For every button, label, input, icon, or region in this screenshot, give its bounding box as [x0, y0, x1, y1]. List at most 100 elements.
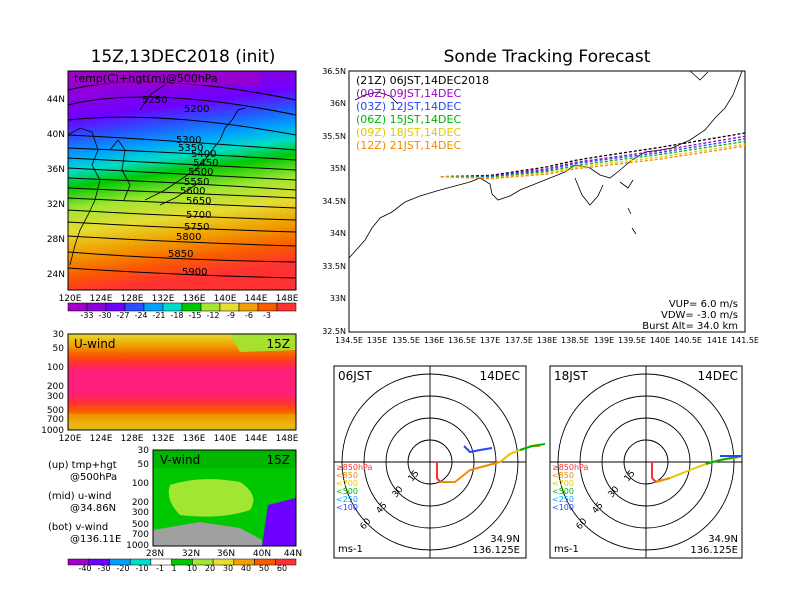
level-entry: ≥850hPa: [336, 463, 373, 472]
lat-tick: 35.5N: [322, 132, 346, 141]
p-tick: 700: [47, 415, 64, 425]
hodo-level-legend: ≥850hPa <850 <700 <500 <250 <100: [336, 463, 373, 512]
param-line: Burst Alt= 34.0 km: [642, 321, 738, 332]
lon-tick: 136E: [424, 336, 444, 345]
colorbar-label: -1: [156, 564, 164, 573]
hodo-lat: 34.9N: [490, 534, 520, 545]
map-title: 15Z,13DEC2018 (init): [91, 47, 276, 67]
note-line: (bot) v-wind: [48, 522, 108, 533]
level-entry: <500: [336, 487, 358, 496]
lat-tick: 32N: [47, 200, 65, 210]
colorbar-label: -40: [78, 564, 91, 573]
panel-legend-notes: (up) tmp+hgt @500hPa (mid) u-wind @34.86…: [48, 460, 121, 545]
lon-tick: 136.5E: [448, 336, 476, 345]
lon-tick: 140E: [214, 294, 237, 304]
colorbar-label: -3: [263, 311, 271, 320]
v-wind-time: 15Z: [267, 453, 291, 467]
hodo-time: 06JST: [338, 369, 372, 383]
tracking-title: Sonde Tracking Forecast: [444, 47, 651, 67]
hodo-lon: 136.125E: [472, 545, 520, 556]
colorbar-swatch: [257, 302, 278, 312]
lat-tick: 28N: [47, 235, 65, 245]
hodo-lat: 34.9N: [708, 534, 738, 545]
map-frame: [67, 70, 297, 291]
lat-tick: 32.5N: [322, 327, 346, 336]
p-tick: 200: [132, 498, 149, 508]
contour-label: 5800: [176, 232, 201, 243]
param-line: VUP= 6.0 m/s: [669, 299, 738, 310]
contour-label: 5200: [184, 104, 209, 115]
colorbar-swatch: [124, 302, 145, 312]
lon-tick: 138.5E: [561, 336, 589, 345]
lon-tick: 144E: [245, 434, 268, 444]
lat-tick: 34.5N: [322, 197, 346, 206]
colorbar-label: 40: [241, 564, 251, 573]
track-line: [440, 138, 746, 178]
lon-tick: 138E: [537, 336, 557, 345]
legend-entry: (21Z) 06JST,14DEC2018: [356, 74, 489, 87]
colorbar-label: -18: [170, 311, 183, 320]
tracking-lat-ticks: 36.5N 36N 35.5N 35N 34.5N 34N 33.5N 33N …: [322, 67, 346, 336]
p-tick: 100: [132, 479, 149, 489]
colorbar-label: 1: [171, 564, 176, 573]
v-p-ticks: 30 50 100 200 300 500 700 1000: [126, 446, 149, 551]
level-entry: <100: [336, 503, 358, 512]
p-tick: 300: [47, 392, 64, 402]
lon-tick: 139E: [594, 336, 614, 345]
lon-tick: 140.5E: [674, 336, 702, 345]
level-entry: <700: [552, 479, 574, 488]
map-field-label: temp(C)+hgt(m)@500hPa: [74, 72, 218, 85]
lon-tick: 136E: [183, 434, 206, 444]
param-line: VDW= -3.0 m/s: [661, 310, 738, 321]
note-line: @500hPa: [70, 472, 117, 483]
level-entry: <500: [552, 487, 574, 496]
colorbar-swatch: [162, 302, 183, 312]
lat-tick: 44N: [47, 95, 65, 105]
contour-label: 5450: [193, 158, 218, 169]
note-line: @34.86N: [70, 503, 116, 514]
hodo-date: 14DEC: [698, 369, 738, 383]
track-line: [440, 132, 746, 178]
contour-labels: 5250 5200 5300 5350 5400 5450 5500 5550 …: [142, 95, 218, 278]
lat-tick: 36N: [47, 165, 65, 175]
lon-tick: 144E: [245, 294, 268, 304]
colorbar-swatch: [276, 302, 297, 312]
legend-entry: (12Z) 21JST,14DEC: [356, 139, 461, 152]
contour-label: 5500: [188, 167, 213, 178]
track-lines: [440, 132, 746, 180]
hodo-unit: ms-1: [554, 544, 579, 555]
p-tick: 50: [138, 460, 150, 470]
lat-tick: 36N: [217, 549, 235, 559]
v-lat-ticks: 28N 32N 36N 40N 44N: [146, 549, 302, 559]
wind-colorbar-labels: -40 -30 -20 -10 -1 1 10 20 30 40 50 60: [78, 564, 287, 573]
tracking-map: [348, 70, 746, 333]
p-tick: 1000: [41, 426, 64, 436]
p-tick: 100: [47, 363, 64, 373]
lon-tick: 134.5E: [335, 336, 363, 345]
colorbar-label: -21: [152, 311, 165, 320]
contour-label: 5600: [180, 186, 205, 197]
colorbar-label: 60: [277, 564, 287, 573]
contour-label: 5700: [186, 210, 211, 221]
lat-tick: 33.5N: [322, 262, 346, 271]
colorbar-label: -6: [245, 311, 253, 320]
track-line: [440, 140, 746, 179]
p-tick: 300: [132, 508, 149, 518]
contour-label: 5850: [168, 249, 193, 260]
contour-label: 5550: [184, 177, 209, 188]
track-line: [440, 135, 746, 178]
contour-label: 5250: [142, 95, 167, 106]
colorbar-label: 20: [205, 564, 215, 573]
v-wind-title: V-wind: [160, 453, 200, 467]
colorbar-label: 30: [223, 564, 233, 573]
temperature-map: [68, 71, 296, 290]
colorbar-label: -10: [135, 564, 148, 573]
colorbar-swatch: [238, 302, 259, 312]
lon-tick: 128E: [121, 434, 144, 444]
colorbar-label: -30: [97, 564, 110, 573]
lon-tick: 140E: [650, 336, 670, 345]
note-line: (mid) u-wind: [48, 491, 111, 502]
p-tick: 500: [47, 406, 64, 416]
lon-tick: 132E: [152, 434, 175, 444]
